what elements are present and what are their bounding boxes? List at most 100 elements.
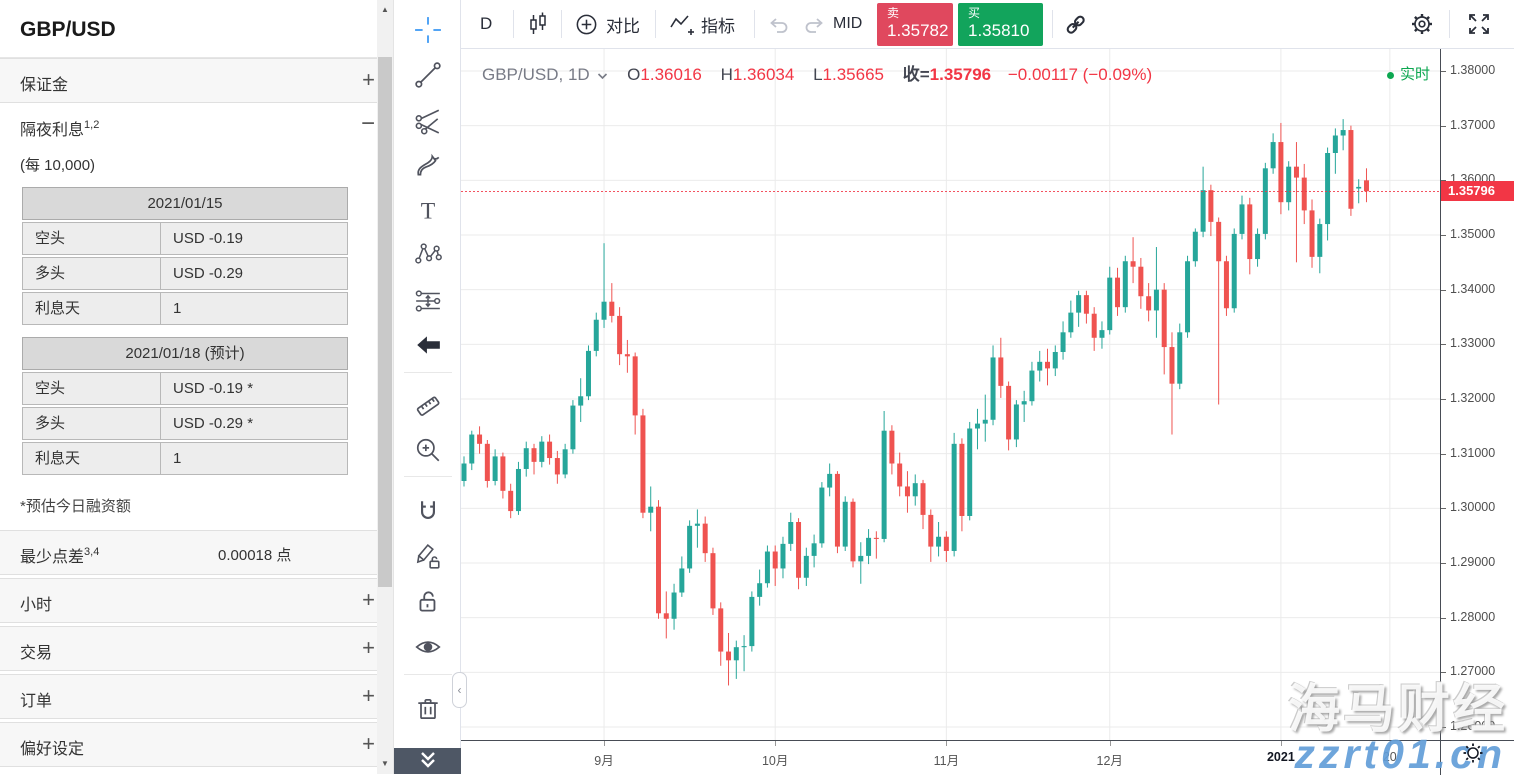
arrow-marker-icon[interactable] <box>410 327 446 363</box>
price-tick-label: 1.32000 <box>1450 391 1495 405</box>
scrollbar-thumb[interactable] <box>378 57 392 587</box>
price-mode-button[interactable]: MID <box>833 0 862 48</box>
lock-all-icon[interactable] <box>410 584 446 620</box>
price-tick <box>1441 235 1446 236</box>
sidebar-section-交易[interactable]: 交易 + <box>0 626 393 671</box>
crosshair-icon[interactable] <box>410 12 446 48</box>
expand-section-button[interactable]: + <box>362 67 375 93</box>
change-value: −0.00117 (−0.09%) <box>1008 65 1152 84</box>
row-label: 多头 <box>23 408 161 439</box>
fullscreen-icon[interactable] <box>1466 0 1492 48</box>
sidebar-section-保证金[interactable]: 保证金+ <box>0 58 393 103</box>
ruler-icon[interactable] <box>410 388 446 424</box>
axis-settings-sun-icon[interactable] <box>1462 742 1484 769</box>
min-spread-label: 最少点差3,4 <box>20 543 99 567</box>
forecast-icon[interactable] <box>410 283 446 319</box>
table-header: 2021/01/15 <box>22 187 348 220</box>
price-tick <box>1441 563 1446 564</box>
price-tick <box>1441 508 1446 509</box>
candlestick-chart[interactable]: GBP/USD, 1D O1.36016 H1.36034 L1.35665 收… <box>461 49 1440 740</box>
section-label: 小时 <box>20 591 52 615</box>
time-tick <box>1281 741 1282 746</box>
gann-fib-icon[interactable] <box>410 103 446 139</box>
section-label: 交易 <box>20 639 52 663</box>
indicators-label: 指标 <box>701 12 735 37</box>
high-label: H1.36034 <box>721 65 795 84</box>
price-tick-label: 1.30000 <box>1450 500 1495 514</box>
buy-price: 1.35810 <box>968 20 1033 41</box>
price-tick-label: 1.35000 <box>1450 227 1495 241</box>
sell-label: 卖 <box>887 7 943 20</box>
close-label: 收=1.35796 <box>903 65 991 84</box>
per-unit-label: (每 10,000) <box>0 150 393 187</box>
collapse-toolbar-button[interactable] <box>394 748 461 774</box>
row-value: USD -0.29 <box>161 258 243 289</box>
indicators-button[interactable]: 指标 <box>668 0 735 48</box>
scroll-up-arrow[interactable]: ▲ <box>377 2 393 18</box>
chart-style-button[interactable] <box>525 0 551 48</box>
hide-all-eye-icon[interactable] <box>410 629 446 665</box>
buy-button[interactable]: 买 1.35810 <box>958 3 1043 46</box>
sidebar-scrollbar[interactable]: ▲ ▼ <box>377 0 393 774</box>
drawing-mode-lock-icon[interactable] <box>410 539 446 575</box>
row-label: 利息天 <box>23 443 161 474</box>
compare-button[interactable]: 对比 <box>574 0 640 48</box>
candles <box>462 119 1369 685</box>
expand-section-button[interactable]: + <box>362 635 375 661</box>
pattern-icon[interactable] <box>410 236 446 272</box>
zoom-in-icon[interactable] <box>410 432 446 468</box>
sidebar-section-偏好设定[interactable]: 偏好设定+ <box>0 722 393 767</box>
drawing-toolbar: T <box>393 0 461 774</box>
redo-button[interactable] <box>801 0 827 48</box>
svg-text:T: T <box>421 199 436 225</box>
price-tick <box>1441 71 1446 72</box>
hide-sidebar-handle[interactable]: ‹ <box>452 672 467 708</box>
instrument-title: GBP/USD <box>0 0 393 58</box>
sidebar-section-订单[interactable]: 订单+ <box>0 674 393 719</box>
chevron-down-icon <box>597 72 608 80</box>
time-tick <box>946 741 947 746</box>
price-tick-label: 1.38000 <box>1450 63 1495 77</box>
scroll-down-arrow[interactable]: ▼ <box>377 756 393 772</box>
min-spread-row: 最少点差3,4 0.00018 点 <box>0 530 393 575</box>
high-value: 1.36034 <box>733 65 794 84</box>
expand-section-button[interactable]: + <box>362 683 375 709</box>
footnote-ref: 3,4 <box>84 546 99 558</box>
time-tick-label: 2021 <box>1267 750 1295 764</box>
collapse-section-button[interactable]: − <box>361 110 375 138</box>
row-value: USD -0.19 <box>161 223 243 254</box>
footnote-text: *预估今日融资额 <box>0 487 393 530</box>
price-tick <box>1441 344 1446 345</box>
row-label: 多头 <box>23 258 161 289</box>
price-tick-label: 1.37000 <box>1450 118 1495 132</box>
interval-button[interactable]: D <box>480 0 492 48</box>
magnet-icon[interactable] <box>410 494 446 530</box>
link-icon[interactable] <box>1062 0 1089 48</box>
sidebar-section-小时[interactable]: 小时 + <box>0 578 393 623</box>
sell-button[interactable]: 卖 1.35782 <box>877 3 953 46</box>
symbol-dropdown[interactable]: GBP/USD, 1D <box>482 65 608 84</box>
price-tick <box>1441 126 1446 127</box>
time-tick-label: 11月 <box>934 750 959 769</box>
sidebar-sections-bottom: 小时+交易+订单+偏好设定+ <box>0 578 393 767</box>
current-price-label: 1.35796 <box>1441 181 1514 201</box>
brush-icon[interactable] <box>410 148 446 184</box>
undo-button[interactable] <box>766 0 792 48</box>
settings-gear-icon[interactable] <box>1408 0 1436 48</box>
remove-all-trash-icon[interactable] <box>410 691 446 727</box>
price-tick-label: 1.28000 <box>1450 610 1495 624</box>
price-tick-label: 1.29000 <box>1450 555 1495 569</box>
expand-section-button[interactable]: + <box>362 587 375 613</box>
price-tick-label: 1.31000 <box>1450 446 1495 460</box>
text-tool-icon[interactable]: T <box>410 193 446 229</box>
trend-line-icon[interactable] <box>410 57 446 93</box>
time-tick-label: 10月 <box>762 750 788 769</box>
expand-section-button[interactable]: + <box>362 731 375 757</box>
